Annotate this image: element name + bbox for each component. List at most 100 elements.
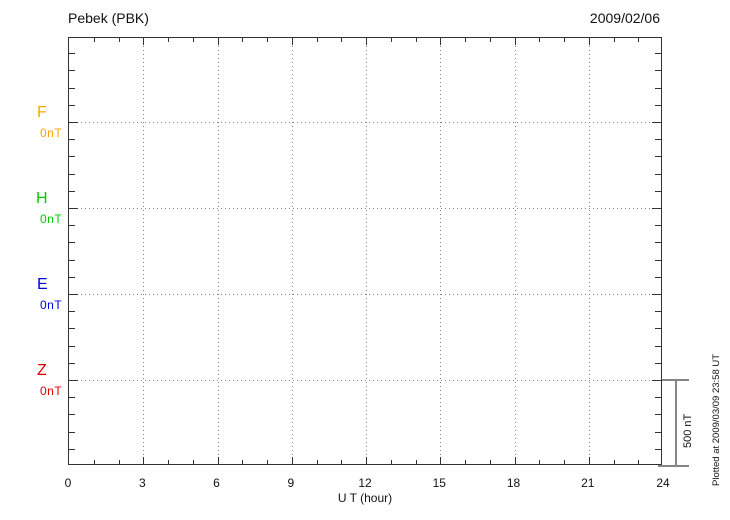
tick-bottom-9h: [291, 457, 293, 464]
page-title: Pebek (PBK): [68, 10, 149, 26]
tick-bottom-12h: [366, 457, 367, 464]
tick-bottom-17h: [489, 460, 491, 464]
plot-area: [68, 37, 662, 465]
gridline-vertical-6h: [217, 38, 219, 464]
xtick-15: 15: [432, 476, 446, 490]
tick-left-19: [69, 380, 78, 381]
tick-right-18: [655, 362, 661, 364]
tick-top-4h: [168, 38, 169, 42]
xtick-18: 18: [506, 476, 521, 490]
gridline-baseline-z: [69, 380, 661, 381]
tick-left-7: [69, 173, 75, 175]
gridline-vertical-3h: [143, 38, 145, 464]
tick-left-21: [69, 414, 75, 416]
tick-top-9h: [291, 38, 293, 45]
tick-left-11: [69, 242, 75, 244]
tick-bottom-21h: [588, 457, 590, 464]
tick-bottom-6h: [217, 457, 219, 464]
tick-right-22: [655, 431, 661, 433]
component-label-z: Z: [37, 362, 47, 379]
tick-right-4: [652, 122, 661, 123]
tick-right-1: [655, 70, 661, 72]
tick-right-5: [655, 139, 661, 141]
scale-bar-bottom-cap: [658, 465, 689, 467]
tick-left-0: [69, 53, 75, 55]
tick-right-0: [655, 53, 661, 55]
tick-right-17: [655, 345, 661, 347]
tick-right-19: [652, 380, 661, 381]
tick-bottom-2h: [118, 460, 120, 464]
tick-right-20: [655, 397, 661, 399]
tick-bottom-11h: [341, 460, 343, 464]
tick-top-18h: [514, 38, 516, 45]
tick-left-13: [69, 276, 75, 278]
tick-top-23h: [638, 38, 640, 42]
tick-bottom-23h: [638, 460, 640, 464]
tick-bottom-19h: [539, 460, 541, 464]
component-baseline-e: 0nT: [40, 298, 63, 312]
plot-date: 2009/02/06: [589, 10, 660, 26]
tick-left-20: [69, 397, 75, 399]
component-label-f: F: [37, 104, 47, 121]
tick-right-10: [655, 225, 661, 227]
tick-bottom-4h: [168, 460, 169, 464]
tick-right-12: [655, 259, 661, 261]
tick-top-7h: [242, 38, 244, 42]
tick-bottom-13h: [390, 460, 392, 464]
tick-left-8: [69, 190, 75, 192]
tick-top-21h: [588, 38, 590, 45]
xtick-9: 9: [287, 476, 295, 490]
tick-bottom-14h: [415, 460, 417, 464]
tick-bottom-18h: [514, 457, 516, 464]
tick-bottom-15h: [440, 457, 442, 464]
tick-right-9: [652, 208, 661, 209]
plotted-at-note: Plotted at 2009/03/09 23:58 UT: [711, 353, 722, 486]
tick-left-9: [69, 208, 78, 209]
tick-left-15: [69, 311, 75, 313]
gridline-vertical-18h: [514, 38, 516, 464]
tick-bottom-16h: [465, 460, 466, 464]
tick-left-16: [69, 328, 75, 330]
tick-bottom-3h: [143, 457, 145, 464]
gridline-baseline-h: [69, 208, 661, 209]
gridline-vertical-12h: [366, 38, 367, 464]
tick-bottom-1h: [93, 460, 95, 464]
tick-top-22h: [613, 38, 615, 42]
tick-left-6: [69, 156, 75, 158]
tick-bottom-5h: [192, 460, 194, 464]
tick-right-23: [655, 448, 661, 450]
tick-left-22: [69, 431, 75, 433]
tick-left-14: [69, 294, 78, 295]
tick-top-13h: [390, 38, 392, 42]
tick-left-4: [69, 122, 78, 123]
tick-top-5h: [192, 38, 194, 42]
gridline-baseline-e: [69, 294, 661, 295]
scale-bar-label: 500 nT: [682, 413, 694, 448]
tick-left-17: [69, 345, 75, 347]
component-baseline-z: 0nT: [40, 384, 63, 398]
tick-top-12h: [366, 38, 367, 45]
gridline-baseline-f: [69, 122, 661, 123]
tick-bottom-22h: [613, 460, 615, 464]
tick-right-7: [655, 173, 661, 175]
tick-top-6h: [217, 38, 219, 45]
tick-right-6: [655, 156, 661, 158]
tick-top-11h: [341, 38, 343, 42]
tick-left-5: [69, 139, 75, 141]
tick-top-3h: [143, 38, 145, 45]
tick-top-8h: [267, 38, 268, 42]
xtick-0: 0: [64, 476, 72, 490]
tick-left-1: [69, 70, 75, 72]
component-baseline-h: 0nT: [40, 212, 63, 226]
scale-bar-line: [675, 379, 677, 467]
xtick-3: 3: [138, 476, 146, 490]
tick-right-3: [655, 104, 661, 106]
tick-right-2: [655, 87, 661, 89]
tick-right-8: [655, 190, 661, 192]
tick-right-15: [655, 311, 661, 313]
xtick-21: 21: [581, 476, 595, 490]
tick-top-15h: [440, 38, 442, 45]
tick-bottom-20h: [564, 460, 565, 464]
tick-right-13: [655, 276, 661, 278]
